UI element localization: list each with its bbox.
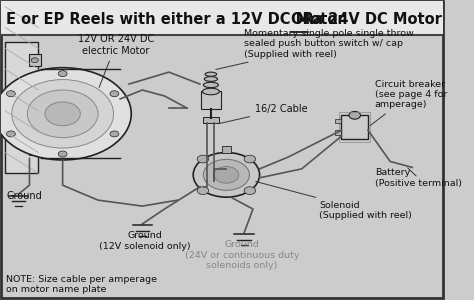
Circle shape [7, 91, 15, 97]
Text: 12V OR 24V DC
electric Motor: 12V OR 24V DC electric Motor [78, 34, 154, 87]
Circle shape [0, 68, 131, 160]
Text: Ground
(24V or continuous duty
solenoids only): Ground (24V or continuous duty solenoids… [185, 240, 299, 270]
Text: Ground: Ground [6, 191, 42, 201]
Circle shape [31, 58, 38, 63]
Circle shape [110, 91, 119, 97]
Circle shape [12, 80, 114, 148]
Text: a 24V DC Motor: a 24V DC Motor [308, 12, 442, 27]
Circle shape [197, 155, 209, 163]
Bar [203, 117, 219, 123]
Text: Circuit breaker
(see page 4 for
amperage): Circuit breaker (see page 4 for amperage… [370, 80, 447, 125]
Bar [29, 114, 40, 126]
Circle shape [31, 117, 38, 122]
Bar [5, 42, 38, 173]
Bar [40, 69, 120, 158]
Circle shape [45, 102, 81, 126]
Circle shape [31, 147, 38, 152]
Bar [201, 92, 220, 110]
Bar [29, 54, 40, 66]
Text: E or EP Reels with either a 12V DC Motor: E or EP Reels with either a 12V DC Motor [6, 12, 350, 27]
Text: Solenoid
(Supplied with reel): Solenoid (Supplied with reel) [255, 182, 412, 220]
Bar [339, 112, 370, 142]
Circle shape [31, 88, 38, 92]
Circle shape [27, 90, 98, 138]
Circle shape [58, 71, 67, 76]
Circle shape [203, 159, 249, 190]
Circle shape [110, 131, 119, 137]
Bar [29, 144, 40, 155]
Circle shape [193, 152, 260, 197]
Circle shape [244, 155, 255, 163]
Bar [222, 146, 231, 153]
Text: Battery
(Positive terminal): Battery (Positive terminal) [374, 168, 462, 188]
Circle shape [244, 187, 255, 194]
Text: Momentary single pole single throw
sealed push button switch w/ cap
(Supplied wi: Momentary single pole single throw seale… [216, 29, 414, 69]
Bar [335, 118, 341, 123]
Circle shape [349, 111, 361, 119]
Ellipse shape [202, 88, 219, 95]
Bar [335, 130, 341, 135]
Circle shape [197, 187, 209, 194]
Ellipse shape [203, 82, 219, 88]
Bar [341, 115, 368, 139]
Text: Ground
(12V solenoid only): Ground (12V solenoid only) [99, 231, 191, 251]
Ellipse shape [205, 72, 217, 76]
Text: NOTE: Size cable per amperage
on motor name plate: NOTE: Size cable per amperage on motor n… [6, 274, 157, 294]
Circle shape [7, 131, 15, 137]
Ellipse shape [204, 76, 218, 81]
Bar [0, 1, 443, 35]
Circle shape [214, 167, 239, 183]
Circle shape [58, 151, 67, 157]
Text: 16/2 Cable: 16/2 Cable [219, 104, 308, 124]
Text: OR: OR [291, 12, 314, 27]
Bar [29, 84, 40, 96]
Ellipse shape [67, 69, 94, 158]
